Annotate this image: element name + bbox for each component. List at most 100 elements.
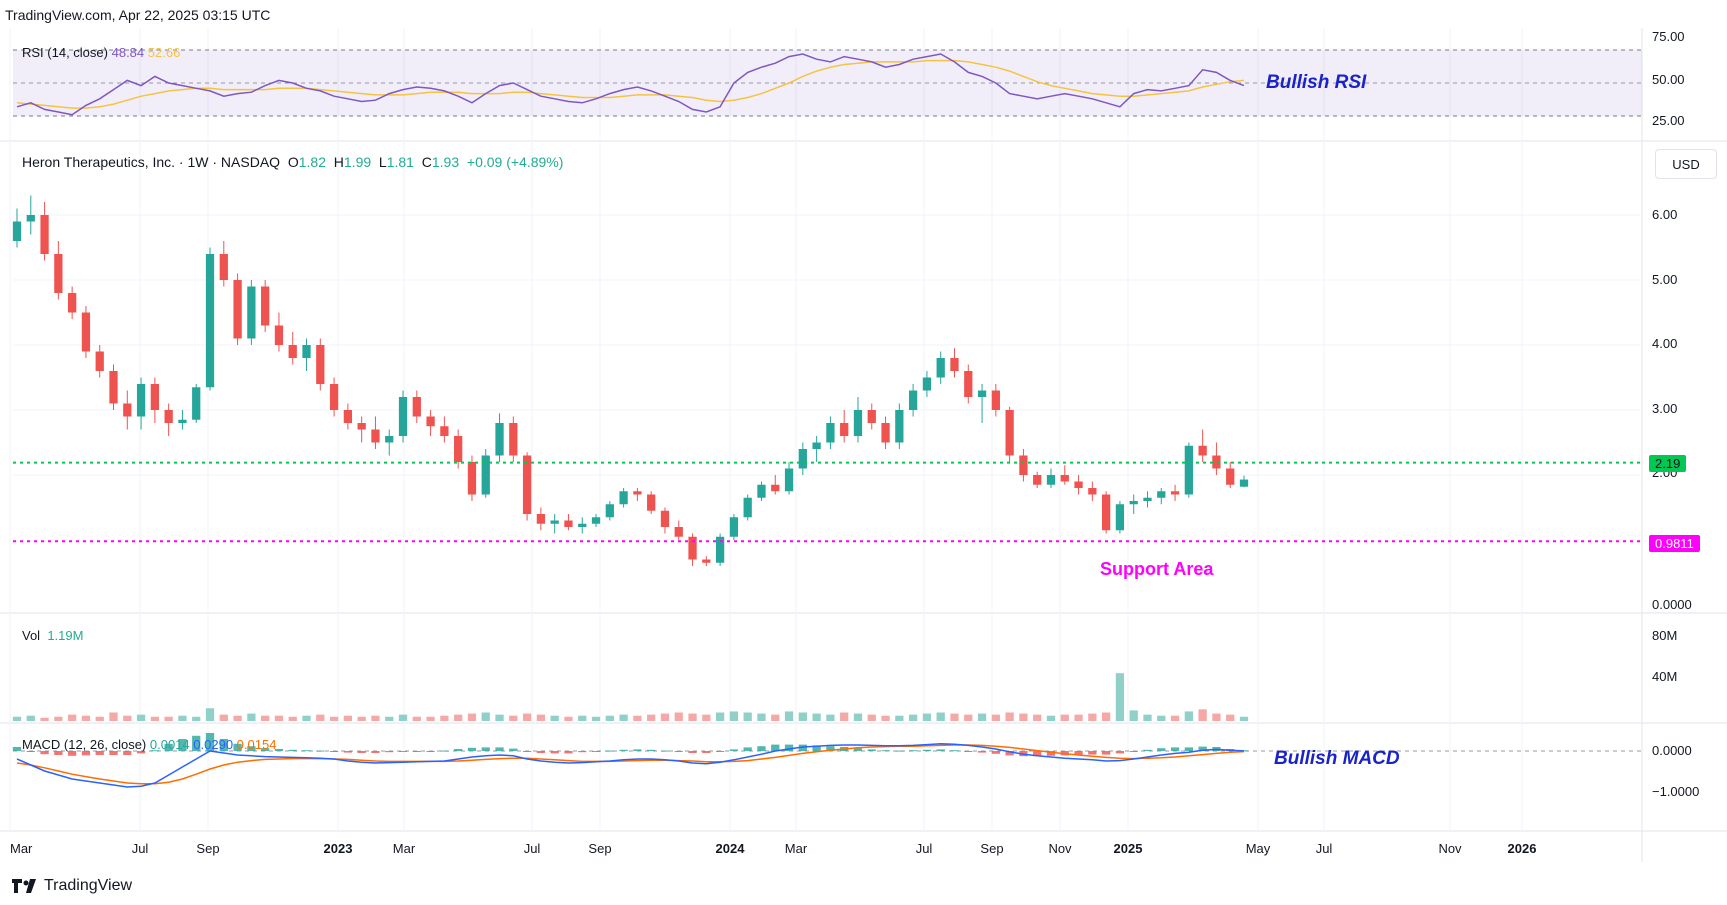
volume-bar [1060,714,1069,721]
candle-body [40,215,49,254]
macd-histogram-bar [467,747,477,751]
candle-body [936,358,945,378]
time-axis-tick: Jul [524,841,541,856]
candle-body [109,371,118,404]
volume-bar [109,712,118,721]
candle-body [522,455,532,514]
currency-button[interactable]: USD [1655,149,1717,179]
macd-histogram-bar [1101,751,1111,755]
volume-bar [1129,710,1138,721]
macd-histogram-bar [495,747,504,751]
macd-histogram-bar [550,751,559,754]
price-axis-tick: 3.00 [1652,401,1677,416]
macd-histogram-bar [798,744,807,751]
macd-histogram-bar [674,751,683,752]
time-axis-tick: 2024 [716,841,746,856]
candle-body [1019,455,1028,475]
macd-histogram-bar [247,746,256,751]
volume-value: 1.19M [47,628,84,643]
time-axis-tick: Mar [393,841,416,856]
volume-bar [467,713,477,721]
grid-lines [9,28,1642,831]
candle-body [853,410,863,436]
volume-bar [302,715,311,721]
macd-histogram-bar [991,751,1000,754]
candle-body [1157,491,1166,498]
candle-body [784,468,794,492]
candle-body [674,527,683,537]
candle-body [977,390,987,397]
volume-series [12,673,1249,721]
change-value: +0.09 (+4.89%) [466,154,564,170]
candle-body [743,497,752,518]
volume-bar [564,716,573,721]
volume-bar [840,712,849,721]
macd-histogram-bar [357,751,366,753]
time-axis-tick: Mar [10,841,33,856]
rsi-series [16,53,1245,116]
volume-bar [1115,673,1125,721]
volume-bar [605,715,614,721]
macd-histogram-bar [702,751,711,753]
candle-body [205,254,215,388]
volume-bar [715,712,725,721]
candle-body [371,429,380,443]
price-axis-tick: 6.00 [1652,207,1677,222]
volume-bar [1170,715,1180,721]
close-value: 1.93 [431,154,460,170]
candle-body [385,436,394,443]
volume-bar [950,713,959,721]
macd-histogram-bar [1157,748,1166,751]
volume-bar [784,711,794,721]
candle-body [771,484,780,492]
volume-bar [371,715,380,721]
volume-bar [1088,713,1097,721]
open-value: 1.82 [298,154,326,170]
macd-histogram-bar [1005,751,1014,756]
volume-bar [757,713,766,721]
volume-bar [412,716,421,721]
volume-bar [205,708,215,721]
volume-bar [853,713,863,721]
macd-legend[interactable]: MACD (12, 26, close) 0.0014 0.0290 0.015… [22,737,276,752]
volume-legend[interactable]: Vol 1.19M [22,628,83,643]
candle-body [398,397,408,436]
volume-bar [991,714,1000,721]
macd-histogram-bar [454,749,463,751]
rsi-ma-line [16,59,1245,109]
macd-axis-tick: 0.0000 [1652,743,1692,758]
candle-body [1184,445,1193,495]
volume-bar [964,714,973,721]
macd-histogram-bar [261,748,270,751]
macd-histogram-bar [219,739,228,751]
time-axis-tick: Nov [1438,841,1462,856]
candle-body [826,423,835,443]
volume-axis-tick: 80M [1652,628,1677,643]
macd-histogram-bar [908,750,918,752]
volume-bar [233,715,242,721]
high-value: 1.99 [343,154,372,170]
candle-body [302,345,311,358]
macd-label: MACD (12, 26, close) [22,737,147,752]
candle-body [357,423,366,430]
candle-body [908,390,918,410]
candle-body [68,293,77,313]
macd-histogram-bar [178,739,187,751]
rsi-legend[interactable]: RSI (14, close) 48.84 52.66 [22,45,180,60]
macd-histogram-bar [1088,751,1097,755]
symbol-title: Heron Therapeutics, Inc. · 1W · NASDAQ [22,154,281,170]
candle-body [964,371,973,397]
volume-bar [1157,715,1166,721]
candle-body [150,384,160,410]
macd-histogram-bar [40,751,49,755]
candle-body [288,345,297,358]
volume-bar [68,714,77,721]
candle-body [840,423,849,436]
low-value: 1.81 [386,154,414,170]
symbol-legend[interactable]: Heron Therapeutics, Inc. · 1W · NASDAQ O… [22,154,563,170]
brand-logo: TradingView [12,877,132,895]
macd-histogram-bar [729,749,739,751]
volume-bar [12,716,22,721]
macd-histogram-bar [1115,751,1125,754]
macd-histogram-bar [977,751,987,753]
